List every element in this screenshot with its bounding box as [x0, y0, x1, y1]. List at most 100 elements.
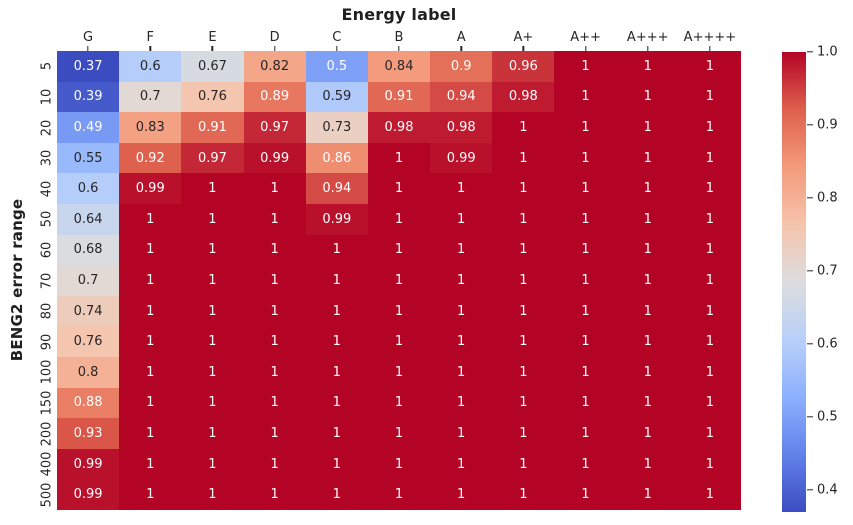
heatmap-cell: 0.99	[243, 142, 306, 174]
heatmap-cell: 0.82	[243, 51, 306, 82]
x-tick-label: B	[394, 30, 404, 45]
heatmap-cell: 1	[678, 265, 741, 296]
heatmap-cell: 1	[678, 326, 741, 357]
heatmap-cell: 1	[305, 357, 368, 388]
x-tick-mark	[398, 46, 400, 51]
heatmap-cell: 1	[430, 479, 493, 510]
x-tick-label: A++	[570, 30, 601, 45]
heatmap-cell: 0.89	[243, 81, 306, 113]
colorbar-tick-mark	[807, 416, 813, 418]
heatmap-cell: 1	[678, 112, 741, 143]
heatmap-cell: 1	[119, 357, 182, 388]
heatmap-cell: 1	[181, 295, 244, 327]
heatmap-cell: 0.76	[57, 326, 120, 357]
heatmap-cell: 1	[492, 418, 555, 449]
heatmap-cell: 0.9	[430, 51, 493, 82]
heatmap-cell: 0.86	[305, 142, 368, 174]
heatmap-cell: 0.7	[119, 81, 182, 113]
heatmap-cell: 1	[305, 295, 368, 327]
heatmap-cell: 1	[430, 295, 493, 327]
x-tick-label: A+	[513, 30, 534, 45]
heatmap-cell: 1	[305, 326, 368, 357]
heatmap-cell: 1	[678, 479, 741, 510]
heatmap-cell: 1	[678, 387, 741, 419]
x-tick-mark	[709, 46, 711, 51]
heatmap-cell: 0.94	[430, 81, 493, 113]
heatmap-cell: 0.74	[57, 295, 120, 327]
heatmap-cell: 1	[616, 265, 679, 296]
heatmap-cell: 1	[119, 326, 182, 357]
x-tick-label: A	[456, 30, 466, 45]
heatmap-cell: 0.64	[57, 204, 120, 235]
heatmap-cell: 0.88	[57, 387, 120, 419]
colorbar-tick-mark	[807, 489, 813, 491]
y-tick-label: 90	[39, 333, 55, 350]
heatmap-cell: 1	[678, 448, 741, 480]
heatmap-cell: 1	[616, 142, 679, 174]
heatmap-cell: 0.99	[305, 204, 368, 235]
heatmap-cell: 1	[243, 418, 306, 449]
heatmap-cell: 1	[678, 81, 741, 113]
heatmap-cell: 1	[243, 295, 306, 327]
heatmap-cell: 1	[678, 357, 741, 388]
heatmap-cell: 1	[119, 479, 182, 510]
heatmap-cell: 1	[243, 234, 306, 266]
heatmap-cell: 0.99	[57, 448, 120, 480]
x-tick-mark	[522, 46, 525, 51]
heatmap-cell: 1	[492, 295, 555, 327]
heatmap-cell: 1	[616, 418, 679, 449]
heatmap-cell: 1	[616, 204, 679, 235]
heatmap-cell: 1	[678, 295, 741, 327]
heatmap-cell: 1	[554, 418, 617, 449]
x-tick-mark	[460, 46, 462, 51]
heatmap-cell: 1	[616, 81, 679, 113]
heatmap-cell: 0.76	[181, 81, 244, 113]
heatmap-cell: 1	[616, 387, 679, 419]
heatmap-cell: 0.92	[119, 142, 182, 174]
heatmap-cell: 0.67	[181, 51, 244, 82]
x-tick-mark	[336, 46, 338, 51]
heatmap-cell: 1	[367, 387, 431, 419]
heatmap-cell: 1	[243, 326, 306, 357]
heatmap-cell: 1	[181, 234, 244, 266]
heatmap-cell: 0.94	[305, 173, 368, 204]
y-tick-label: 80	[39, 302, 55, 320]
heatmap-cell: 0.97	[181, 142, 244, 174]
heatmap-cell: 1	[554, 204, 617, 235]
heatmap-cell: 0.91	[181, 112, 244, 143]
heatmap-cell: 1	[119, 387, 182, 419]
heatmap-cell: 1	[367, 265, 431, 296]
y-tick-label: 50	[39, 211, 55, 228]
heatmap-cell: 1	[305, 387, 368, 419]
heatmap-cell: 1	[678, 234, 741, 266]
x-tick-label: D	[269, 30, 280, 45]
colorbar-tick-label: 0.5	[817, 409, 838, 425]
heatmap-cell: 0.5	[305, 51, 368, 82]
heatmap-cell: 1	[119, 204, 182, 235]
heatmap-cell: 1	[492, 234, 555, 266]
heatmap-cell: 1	[305, 265, 368, 296]
heatmap-cell: 1	[492, 142, 555, 174]
heatmap-cell: 1	[554, 51, 617, 82]
heatmap-cell: 1	[554, 295, 617, 327]
heatmap-cell: 0.93	[57, 418, 120, 449]
heatmap-cell: 1	[181, 326, 244, 357]
heatmap-cell: 1	[492, 265, 555, 296]
x-tick-label: E	[208, 30, 217, 45]
heatmap-cell: 1	[119, 265, 182, 296]
heatmap-cell: 1	[181, 418, 244, 449]
heatmap-cell: 1	[243, 204, 306, 235]
heatmap-cell: 1	[492, 479, 555, 510]
y-tick-label: 70	[39, 272, 55, 289]
heatmap-cell: 1	[616, 173, 679, 204]
x-tick-label: C	[332, 30, 342, 45]
heatmap-cell: 1	[243, 479, 306, 510]
heatmap-cell: 1	[616, 51, 679, 82]
heatmap-cell: 1	[367, 204, 431, 235]
heatmap-cell: 0.55	[57, 142, 120, 174]
heatmap-cell: 1	[181, 479, 244, 510]
x-tick-label: F	[146, 30, 155, 45]
colorbar-tick-mark	[807, 124, 813, 126]
heatmap-cell: 1	[243, 387, 306, 419]
